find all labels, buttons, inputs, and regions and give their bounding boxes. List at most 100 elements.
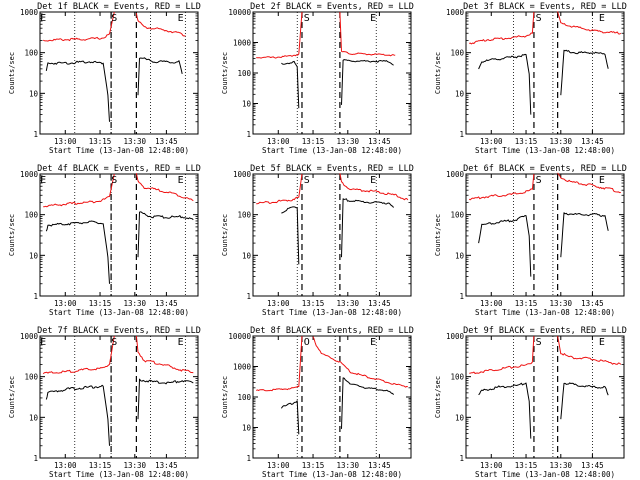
lld-trace <box>135 13 186 37</box>
panel-det-4: Det 4f BLACK = Events, RED = LLD 1 10 100 10… <box>8 164 201 317</box>
events-trace <box>341 198 394 258</box>
y-tick-label: 10 <box>455 413 465 422</box>
panel-title: Det 3f BLACK = Events, RED = LLD <box>463 2 627 12</box>
x-tick-label: 13:00 <box>480 137 503 146</box>
phase-marker: E <box>178 13 184 24</box>
events-trace <box>137 378 194 420</box>
y-axis-label: Counts/sec <box>434 376 442 418</box>
phase-marker: E <box>370 175 376 186</box>
x-tick-label: 13:15 <box>89 137 112 146</box>
y-tick-label: 100 <box>24 211 38 220</box>
panel-title: Det 9f BLACK = Events, RED = LLD <box>463 326 627 336</box>
plot-frame <box>252 335 412 459</box>
phase-marker: E <box>40 337 46 348</box>
plot-frame <box>465 173 625 297</box>
x-tick-label: 13:45 <box>581 461 604 470</box>
y-tick-label: 100 <box>237 393 251 402</box>
events-trace <box>281 60 300 109</box>
events-trace <box>45 220 110 284</box>
phase-marker: S <box>536 337 542 348</box>
y-tick-label: 100 <box>24 49 38 58</box>
phase-marker: S <box>536 175 542 186</box>
phase-marker: S <box>111 337 117 348</box>
phase-marker: E <box>178 337 184 348</box>
y-tick-label: 10 <box>455 89 465 98</box>
lld-trace <box>42 335 115 375</box>
lld-trace <box>43 11 115 42</box>
x-tick-label: 13:15 <box>302 137 325 146</box>
x-axis-label: Start Time (13-Jan-08 12:48:00) <box>49 308 189 317</box>
phase-marker: E <box>599 337 605 348</box>
panel-title: Det 5f BLACK = Events, RED = LLD <box>250 164 414 174</box>
y-axis-label: Counts/sec <box>221 52 229 94</box>
panel-title: Det 2f BLACK = Events, RED = LLD <box>250 2 414 12</box>
x-axis-label: Start Time (13-Jan-08 12:48:00) <box>475 470 615 479</box>
panel-det-6: Det 6f BLACK = Events, RED = LLD 1 10 100 10… <box>434 164 627 317</box>
y-axis-label: Counts/sec <box>434 52 442 94</box>
y-tick-label: 100 <box>237 211 251 220</box>
x-axis-label: Start Time (13-Jan-08 12:48:00) <box>262 470 402 479</box>
y-tick-label: 1 <box>246 130 251 139</box>
panel-title: Det 6f BLACK = Events, RED = LLD <box>463 164 627 174</box>
x-axis-label: Start Time (13-Jan-08 12:48:00) <box>262 146 402 155</box>
x-tick-label: 13:45 <box>581 137 604 146</box>
y-tick-label: 1000 <box>446 8 465 17</box>
events-trace <box>45 60 110 122</box>
panel-det-7: Det 7f BLACK = Events, RED = LLD 1 10 100 10… <box>8 326 201 479</box>
y-tick-label: 10 <box>242 251 252 260</box>
y-tick-label: 1 <box>33 292 38 301</box>
y-tick-label: 10000 <box>228 8 251 17</box>
x-tick-label: 13:00 <box>480 461 503 470</box>
y-tick-label: 1 <box>459 292 464 301</box>
x-axis-label: Start Time (13-Jan-08 12:48:00) <box>475 146 615 155</box>
plot-frame <box>252 11 412 135</box>
phase-marker: S <box>304 13 310 24</box>
y-axis-label: Counts/sec <box>434 214 442 256</box>
panel-title: Det 7f BLACK = Events, RED = LLD <box>37 326 201 336</box>
x-tick-label: 13:15 <box>515 299 538 308</box>
phase-marker: S <box>111 13 117 24</box>
y-tick-label: 1 <box>33 130 38 139</box>
y-tick-label: 10 <box>29 413 39 422</box>
panel-det-3: Det 3f BLACK = Events, RED = LLD 1 10 100 10… <box>434 2 627 155</box>
plot-frame <box>39 173 199 297</box>
lld-trace <box>557 11 622 35</box>
x-tick-label: 13:15 <box>515 137 538 146</box>
phase-marker: E <box>40 13 46 24</box>
lld-trace <box>468 173 535 201</box>
plot-frame <box>39 11 199 135</box>
lld-trace <box>469 11 535 45</box>
y-tick-label: 1 <box>459 130 464 139</box>
y-tick-label: 10 <box>29 251 39 260</box>
x-tick-label: 13:30 <box>337 461 360 470</box>
lld-trace <box>256 335 303 392</box>
y-tick-label: 100 <box>450 49 464 58</box>
x-tick-label: 13:00 <box>54 299 77 308</box>
x-tick-label: 13:45 <box>581 299 604 308</box>
y-tick-label: 1000 <box>233 170 252 179</box>
panel-det-2: Det 2f BLACK = Events, RED = LLD 1 10 100 10… <box>221 2 414 155</box>
x-tick-label: 13:00 <box>54 461 77 470</box>
x-tick-label: 13:15 <box>302 461 325 470</box>
y-tick-label: 1000 <box>446 332 465 341</box>
x-tick-label: 13:15 <box>89 299 112 308</box>
events-trace <box>280 400 300 435</box>
panel-det-1: Det 1f BLACK = Events, RED = LLD 1 10 100 10… <box>8 2 201 155</box>
phase-marker: E <box>599 175 605 186</box>
phase-marker: O <box>304 337 310 348</box>
y-tick-label: 100 <box>237 69 251 78</box>
panel-det-9: Det 9f BLACK = Events, RED = LLD 1 10 100 10… <box>434 326 627 479</box>
y-tick-label: 10 <box>242 424 252 433</box>
x-tick-label: 13:00 <box>54 137 77 146</box>
lld-trace <box>256 11 303 59</box>
lld-trace <box>256 173 303 205</box>
y-tick-label: 1000 <box>20 8 39 17</box>
y-tick-label: 1 <box>459 454 464 463</box>
panel-title: Det 4f BLACK = Events, RED = LLD <box>37 164 201 174</box>
events-trace <box>560 382 609 420</box>
x-axis-label: Start Time (13-Jan-08 12:48:00) <box>49 146 189 155</box>
x-tick-label: 13:45 <box>368 461 391 470</box>
y-tick-label: 100 <box>24 373 38 382</box>
y-axis-label: Counts/sec <box>8 376 16 418</box>
